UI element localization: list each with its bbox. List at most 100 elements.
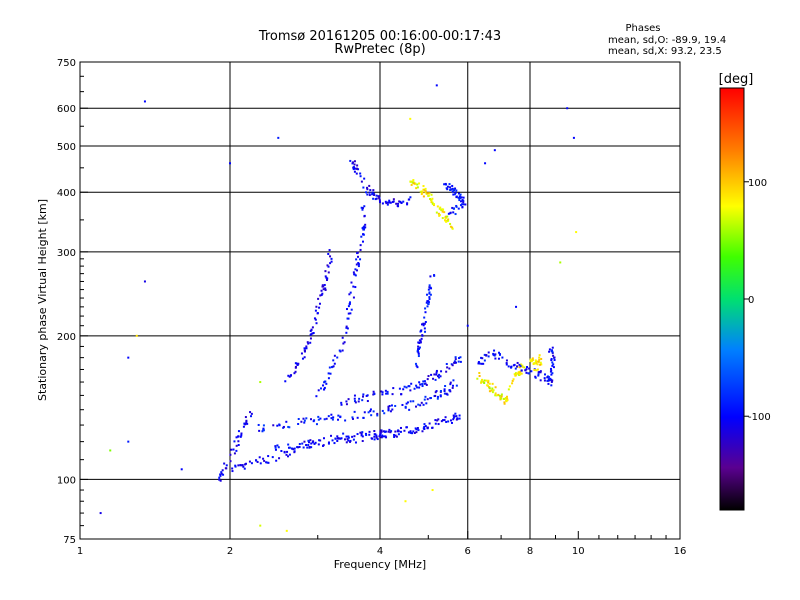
data-point bbox=[426, 378, 429, 381]
data-point bbox=[430, 193, 433, 196]
data-point bbox=[319, 387, 322, 390]
data-point bbox=[387, 430, 390, 433]
data-point bbox=[359, 258, 362, 261]
data-point bbox=[317, 389, 320, 392]
y-tick-label: 300 bbox=[57, 248, 76, 259]
data-point bbox=[425, 293, 428, 296]
data-point bbox=[539, 363, 542, 366]
data-point bbox=[353, 163, 356, 166]
data-point bbox=[330, 434, 333, 437]
data-point bbox=[444, 219, 447, 222]
data-point bbox=[330, 260, 333, 263]
data-point bbox=[419, 404, 422, 407]
data-point bbox=[330, 257, 333, 260]
data-point bbox=[337, 418, 340, 421]
data-point bbox=[422, 324, 425, 327]
data-point bbox=[237, 444, 240, 447]
x-axis: 1 2 4 6 8 10 16 bbox=[77, 531, 686, 557]
data-point bbox=[446, 185, 449, 188]
data-point bbox=[325, 417, 328, 420]
data-point bbox=[359, 431, 362, 434]
x-tick-label: 4 bbox=[377, 546, 383, 557]
data-point bbox=[369, 408, 372, 411]
data-point bbox=[250, 412, 253, 415]
data-point bbox=[483, 359, 486, 362]
data-point bbox=[225, 467, 228, 470]
data-point bbox=[143, 100, 146, 103]
data-point bbox=[416, 366, 419, 369]
data-point bbox=[437, 418, 440, 421]
data-point bbox=[428, 284, 431, 287]
data-point bbox=[505, 363, 508, 366]
data-point bbox=[551, 361, 554, 364]
data-point bbox=[451, 206, 454, 209]
data-point bbox=[368, 433, 371, 436]
data-point bbox=[457, 192, 460, 195]
data-point bbox=[376, 438, 379, 441]
data-point bbox=[361, 399, 364, 402]
data-point bbox=[305, 345, 308, 348]
data-point bbox=[390, 404, 393, 407]
data-point bbox=[363, 228, 366, 231]
data-point bbox=[358, 397, 361, 400]
data-point bbox=[406, 202, 409, 205]
data-point bbox=[399, 430, 402, 433]
data-point bbox=[326, 264, 329, 267]
data-point bbox=[285, 420, 288, 423]
data-point bbox=[351, 416, 354, 419]
data-point bbox=[386, 201, 389, 204]
data-point bbox=[316, 312, 319, 315]
data-point bbox=[300, 420, 303, 423]
data-point bbox=[372, 192, 375, 195]
data-point bbox=[256, 460, 259, 463]
data-point bbox=[235, 449, 238, 452]
data-point bbox=[309, 333, 312, 336]
data-point bbox=[327, 442, 330, 445]
data-point bbox=[394, 404, 397, 407]
data-point bbox=[419, 330, 422, 333]
x-tick-label: 8 bbox=[527, 546, 533, 557]
data-point bbox=[301, 357, 304, 360]
data-point bbox=[452, 211, 455, 214]
data-point bbox=[307, 439, 310, 442]
data-point bbox=[403, 385, 406, 388]
data-point bbox=[442, 208, 445, 211]
data-point bbox=[431, 426, 434, 429]
data-point bbox=[263, 459, 266, 462]
data-point bbox=[262, 457, 265, 460]
data-point bbox=[543, 377, 546, 380]
data-point bbox=[350, 308, 353, 311]
data-point bbox=[449, 381, 452, 384]
data-point bbox=[333, 354, 336, 357]
data-point bbox=[451, 226, 454, 229]
data-point bbox=[507, 365, 510, 368]
data-point bbox=[446, 366, 449, 369]
data-point bbox=[510, 365, 513, 368]
data-point bbox=[362, 226, 365, 229]
data-point bbox=[516, 365, 519, 368]
data-point bbox=[454, 358, 457, 361]
data-point bbox=[524, 369, 527, 372]
data-point bbox=[447, 212, 450, 215]
data-point bbox=[333, 362, 336, 365]
data-point bbox=[303, 356, 306, 359]
data-point bbox=[237, 440, 240, 443]
data-point bbox=[422, 185, 425, 188]
chart-subtitle: RwPretec (8p) bbox=[334, 42, 425, 57]
data-point bbox=[426, 305, 429, 308]
data-point bbox=[424, 307, 427, 310]
y-tick-label: 100 bbox=[57, 475, 76, 486]
data-point bbox=[405, 386, 408, 389]
data-point bbox=[370, 414, 373, 417]
data-point bbox=[354, 401, 357, 404]
data-point bbox=[341, 336, 344, 339]
data-point bbox=[506, 397, 509, 400]
data-point bbox=[380, 430, 383, 433]
data-point bbox=[322, 444, 325, 447]
data-point bbox=[323, 418, 326, 421]
data-point bbox=[302, 446, 305, 449]
data-point bbox=[321, 292, 324, 295]
data-point bbox=[379, 430, 382, 433]
data-point bbox=[363, 411, 366, 414]
data-point bbox=[336, 356, 339, 359]
